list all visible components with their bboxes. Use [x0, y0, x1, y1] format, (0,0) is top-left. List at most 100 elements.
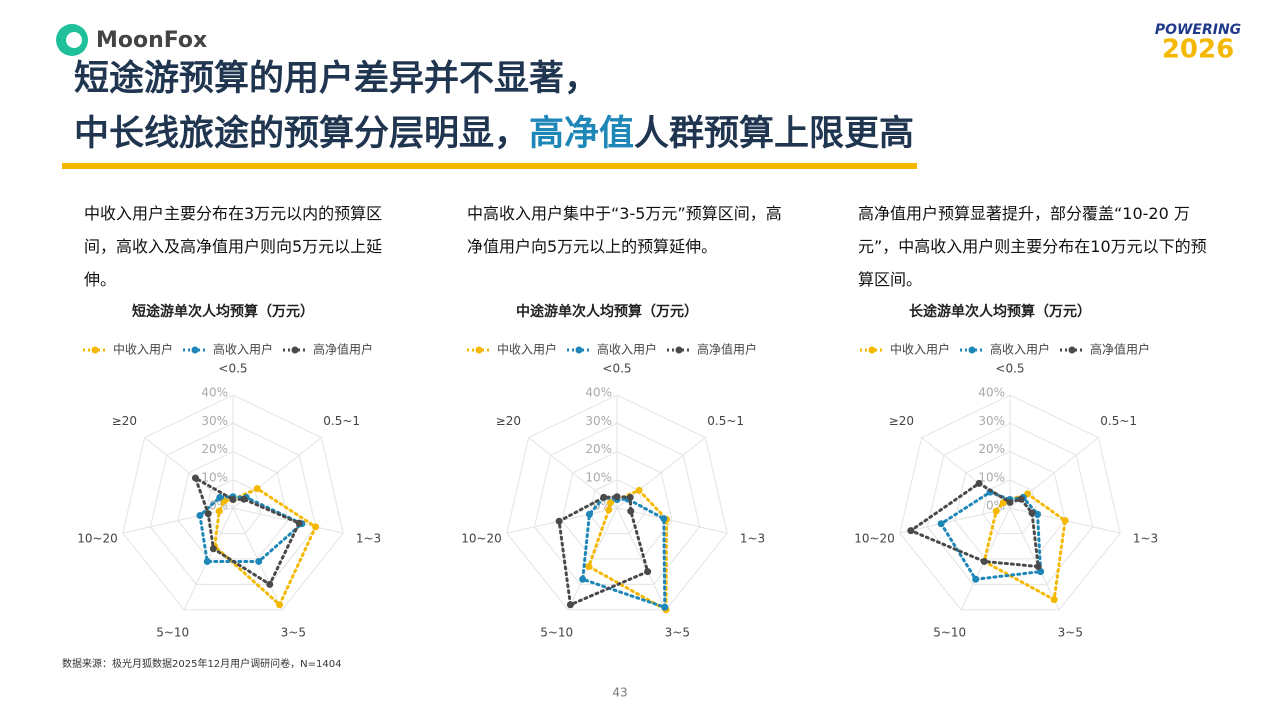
category-label: 3~5 — [665, 626, 690, 640]
data-point — [980, 557, 988, 565]
data-point — [566, 601, 574, 609]
category-label: 10~20 — [77, 531, 118, 545]
data-point — [626, 493, 634, 501]
legend-label: 高收入用户 — [990, 342, 1050, 357]
category-label: 3~5 — [1058, 626, 1083, 640]
data-point — [661, 603, 669, 611]
grid-ring — [506, 394, 728, 611]
category-label: 10~20 — [854, 531, 895, 545]
legend-label: 中收入用户 — [890, 342, 950, 357]
category-label: ≥20 — [496, 414, 521, 428]
r-tick-label: 20% — [585, 442, 612, 456]
legend-dot — [191, 346, 199, 354]
title-part: 人群预算上限更高 — [634, 114, 914, 154]
data-point — [204, 510, 212, 518]
legend-label: 高收入用户 — [597, 342, 657, 357]
legend-label: 高净值用户 — [697, 342, 757, 357]
page-number: 43 — [612, 686, 627, 700]
legend-label: 中收入用户 — [113, 342, 173, 357]
data-point — [203, 557, 211, 565]
data-point — [1061, 517, 1069, 525]
grid-ring — [899, 394, 1121, 611]
spoke — [921, 437, 1011, 509]
category-label: 0.5~1 — [1100, 414, 1137, 428]
title-part: 中长线旅途的预算分层明显， — [74, 113, 529, 154]
data-point — [253, 485, 261, 493]
description: 中收入用户主要分布在3万元以内的预算区间，高收入及高净值用户则向5万元以上延伸。 — [84, 204, 383, 289]
grid-ring — [149, 422, 317, 585]
r-tick-label: 30% — [585, 414, 612, 428]
title-line2: 中长线旅途的预算分层明显，高净值人群预算上限更高 — [74, 113, 914, 154]
data-point — [312, 523, 320, 531]
spoke — [122, 507, 234, 534]
data-point — [196, 512, 204, 520]
data-point — [266, 580, 274, 588]
data-point — [579, 575, 587, 583]
data-point — [215, 507, 223, 515]
series-line — [192, 474, 302, 587]
legend-label: 高收入用户 — [213, 342, 273, 357]
data-point — [1034, 563, 1042, 571]
spoke — [232, 507, 344, 534]
legend-dot — [475, 346, 483, 354]
spoke — [1009, 507, 1060, 611]
r-tick-label: 30% — [978, 414, 1005, 428]
series-line — [581, 495, 667, 610]
r-tick-label: 40% — [978, 386, 1005, 400]
category-label: 1~3 — [356, 531, 381, 545]
grid-ring — [561, 450, 673, 560]
data-point — [635, 486, 643, 494]
legend-dot — [1068, 346, 1076, 354]
category-label: 0.5~1 — [323, 414, 360, 428]
series-line — [907, 481, 1040, 569]
title-underline — [62, 163, 917, 169]
grid-ring — [588, 479, 646, 534]
grid-ring — [204, 479, 262, 534]
data-point — [1028, 509, 1036, 517]
legend-dot — [575, 346, 583, 354]
series-line — [557, 495, 650, 607]
r-tick-label: 40% — [201, 386, 228, 400]
legend-dot — [675, 346, 683, 354]
category-label: 5~10 — [156, 626, 189, 640]
data-point — [907, 527, 915, 535]
data-point — [1017, 495, 1025, 503]
title-line1: 短途游预算的用户差异并不显著， — [74, 58, 599, 99]
category-label: ≥20 — [889, 414, 914, 428]
r-tick-label: 30% — [201, 414, 228, 428]
data-point — [295, 519, 303, 527]
source: 数据来源：极光月狐数据2025年12月用户调研问卷，N=1404 — [62, 657, 341, 670]
data-point — [240, 495, 248, 503]
grid-ring — [926, 422, 1094, 585]
legend-dot — [868, 346, 876, 354]
legend-label: 高净值用户 — [1090, 342, 1150, 357]
category-label: 5~10 — [933, 626, 966, 640]
data-point — [605, 506, 613, 514]
title-highlight: 高净值 — [529, 114, 634, 154]
data-point — [191, 474, 199, 482]
category-label: 1~3 — [740, 531, 765, 545]
data-point — [209, 545, 217, 553]
legend-dot — [968, 346, 976, 354]
legend-dot — [291, 346, 299, 354]
data-point — [644, 568, 652, 576]
category-label: <0.5 — [602, 362, 631, 376]
data-point — [972, 575, 980, 583]
category-label: ≥20 — [112, 414, 137, 428]
chart-title: 短途游单次人均预算（万元） — [132, 303, 314, 320]
legend-label: 中收入用户 — [497, 342, 557, 357]
r-tick-label: 10% — [978, 470, 1005, 484]
grid-ring — [954, 450, 1066, 560]
r-tick-label: 20% — [978, 442, 1005, 456]
description: 中高收入用户集中于“3-5万元”预算区间，高净值用户向5万元以上的预算延伸。 — [467, 204, 782, 256]
category-label: 3~5 — [281, 626, 306, 640]
spoke — [899, 507, 1011, 534]
category-label: 0.5~1 — [707, 414, 744, 428]
description: 高净值用户预算显著提升，部分覆盖“10-20 万元”，中高收入用户则主要分布在1… — [858, 204, 1207, 289]
data-point — [613, 493, 621, 501]
category-label: <0.5 — [995, 362, 1024, 376]
series-line — [939, 490, 1043, 581]
data-point — [1050, 596, 1058, 604]
